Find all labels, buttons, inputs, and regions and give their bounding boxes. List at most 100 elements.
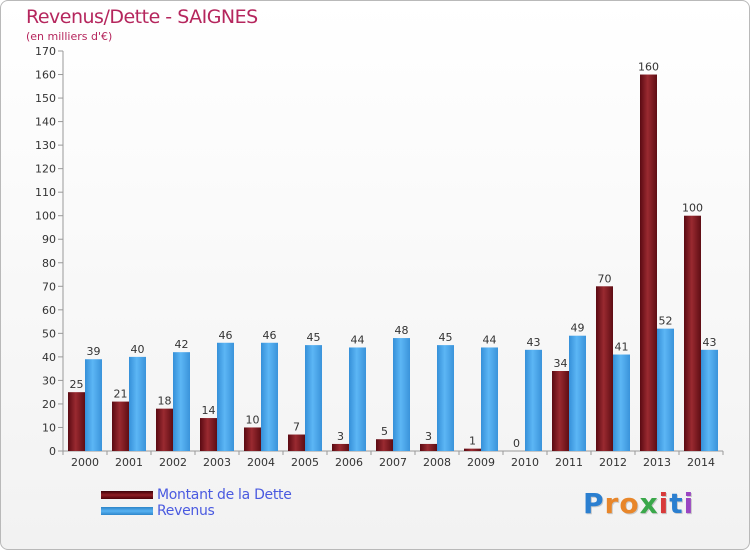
debt-value-label: 34 bbox=[554, 357, 568, 370]
revenue-value-label: 40 bbox=[131, 343, 145, 356]
value-labels: 25 39 21 40 18 42 14 46 10 46 7 45 3 44 5 48 3 45 1 44 0 43 34… bbox=[70, 61, 717, 450]
y-tick-label: 160 bbox=[35, 69, 56, 82]
x-tick-label: 2001 bbox=[115, 456, 143, 469]
y-tick-label: 20 bbox=[42, 398, 56, 411]
debt-bar bbox=[640, 74, 657, 451]
debt-value-label: 25 bbox=[70, 378, 84, 391]
revenue-bar bbox=[85, 359, 102, 451]
chart-subtitle: (en milliers d'€) bbox=[26, 30, 113, 43]
debt-bar bbox=[464, 448, 481, 451]
debt-value-label: 160 bbox=[638, 61, 659, 74]
y-tick-label: 70 bbox=[42, 280, 56, 293]
revenue-value-label: 45 bbox=[439, 331, 453, 344]
x-tick-label: 2002 bbox=[159, 456, 187, 469]
debt-bar bbox=[376, 439, 393, 451]
revenue-bar bbox=[569, 335, 586, 451]
y-tick-label: 0 bbox=[49, 445, 56, 458]
revenue-bar bbox=[173, 352, 190, 451]
x-tick-label: 2007 bbox=[379, 456, 407, 469]
y-tick-label: 80 bbox=[42, 257, 56, 270]
debt-bar bbox=[552, 371, 569, 451]
x-tick-label: 2010 bbox=[511, 456, 539, 469]
revenue-value-label: 45 bbox=[307, 331, 321, 344]
y-tick-label: 10 bbox=[42, 421, 56, 434]
y-tick-label: 60 bbox=[42, 304, 56, 317]
x-tick-label: 2008 bbox=[423, 456, 451, 469]
y-tick-label: 170 bbox=[35, 45, 56, 58]
debt-value-label: 1 bbox=[469, 435, 476, 448]
debt-bar bbox=[200, 418, 217, 451]
y-tick-label: 50 bbox=[42, 327, 56, 340]
revenue-bar bbox=[349, 347, 366, 451]
y-tick-label: 140 bbox=[35, 116, 56, 129]
revenue-value-label: 39 bbox=[87, 345, 101, 358]
revenue-bar bbox=[261, 342, 278, 451]
debt-value-label: 10 bbox=[246, 413, 260, 426]
debt-bar bbox=[112, 401, 129, 451]
revenue-bar bbox=[481, 347, 498, 451]
revenue-bar bbox=[657, 328, 674, 451]
debt-bar bbox=[288, 434, 305, 451]
x-tick-label: 2003 bbox=[203, 456, 231, 469]
debt-value-label: 3 bbox=[425, 430, 432, 443]
y-tick-label: 100 bbox=[35, 210, 56, 223]
revenue-bar bbox=[217, 342, 234, 451]
x-tick-label: 2000 bbox=[71, 456, 99, 469]
x-tick-label: 2006 bbox=[335, 456, 363, 469]
revenue-bar bbox=[437, 345, 454, 451]
revenue-bar bbox=[701, 349, 718, 451]
debt-bar bbox=[420, 443, 437, 451]
revenue-value-label: 41 bbox=[615, 341, 629, 354]
revenue-bar bbox=[613, 354, 630, 451]
debt-bar bbox=[244, 427, 261, 451]
debt-value-label: 70 bbox=[598, 272, 612, 285]
debt-bar bbox=[596, 286, 613, 451]
x-tick-label: 2011 bbox=[555, 456, 583, 469]
y-tick-label: 120 bbox=[35, 163, 56, 176]
chart-title: Revenus/Dette - SAIGNES bbox=[26, 6, 258, 28]
debt-bar bbox=[156, 408, 173, 451]
debt-bar bbox=[332, 443, 349, 451]
revenue-value-label: 48 bbox=[395, 324, 409, 337]
legend-swatch-revenue bbox=[101, 507, 153, 515]
debt-value-label: 100 bbox=[682, 202, 703, 215]
debt-value-label: 18 bbox=[158, 395, 172, 408]
debt-value-label: 7 bbox=[293, 421, 300, 434]
revenue-value-label: 43 bbox=[527, 336, 541, 349]
debt-value-label: 21 bbox=[114, 388, 128, 401]
y-tick-label: 30 bbox=[42, 374, 56, 387]
revenue-bar bbox=[129, 356, 146, 451]
y-tick-label: 110 bbox=[35, 186, 56, 199]
proxiti-logo: Proxiti bbox=[583, 487, 695, 520]
legend-label-revenue: Revenus bbox=[157, 503, 215, 519]
x-tick-label: 2013 bbox=[643, 456, 671, 469]
x-tick-label: 2005 bbox=[291, 456, 319, 469]
y-tick-label: 130 bbox=[35, 139, 56, 152]
debt-value-label: 3 bbox=[337, 430, 344, 443]
debt-bar bbox=[684, 215, 701, 451]
revenue-value-label: 43 bbox=[703, 336, 717, 349]
y-tick-label: 40 bbox=[42, 351, 56, 364]
debt-value-label: 14 bbox=[202, 404, 216, 417]
revenue-value-label: 46 bbox=[219, 329, 233, 342]
y-tick-label: 150 bbox=[35, 92, 56, 105]
legend-swatch-debt bbox=[101, 491, 153, 499]
x-tick-label: 2004 bbox=[247, 456, 275, 469]
x-tick-label: 2012 bbox=[599, 456, 627, 469]
revenue-value-label: 46 bbox=[263, 329, 277, 342]
revenue-bar bbox=[525, 349, 542, 451]
debt-value-label: 0 bbox=[513, 437, 520, 450]
revenue-bar bbox=[305, 345, 322, 451]
revenue-value-label: 42 bbox=[175, 338, 189, 351]
y-tick-label: 90 bbox=[42, 233, 56, 246]
revenue-value-label: 44 bbox=[351, 333, 365, 346]
debt-bar bbox=[68, 392, 85, 451]
revenue-value-label: 49 bbox=[571, 322, 585, 335]
x-tick-label: 2014 bbox=[687, 456, 715, 469]
x-tick-label: 2009 bbox=[467, 456, 495, 469]
revenue-bar bbox=[393, 338, 410, 451]
legend-label-debt: Montant de la Dette bbox=[157, 487, 292, 503]
bars bbox=[68, 74, 718, 451]
